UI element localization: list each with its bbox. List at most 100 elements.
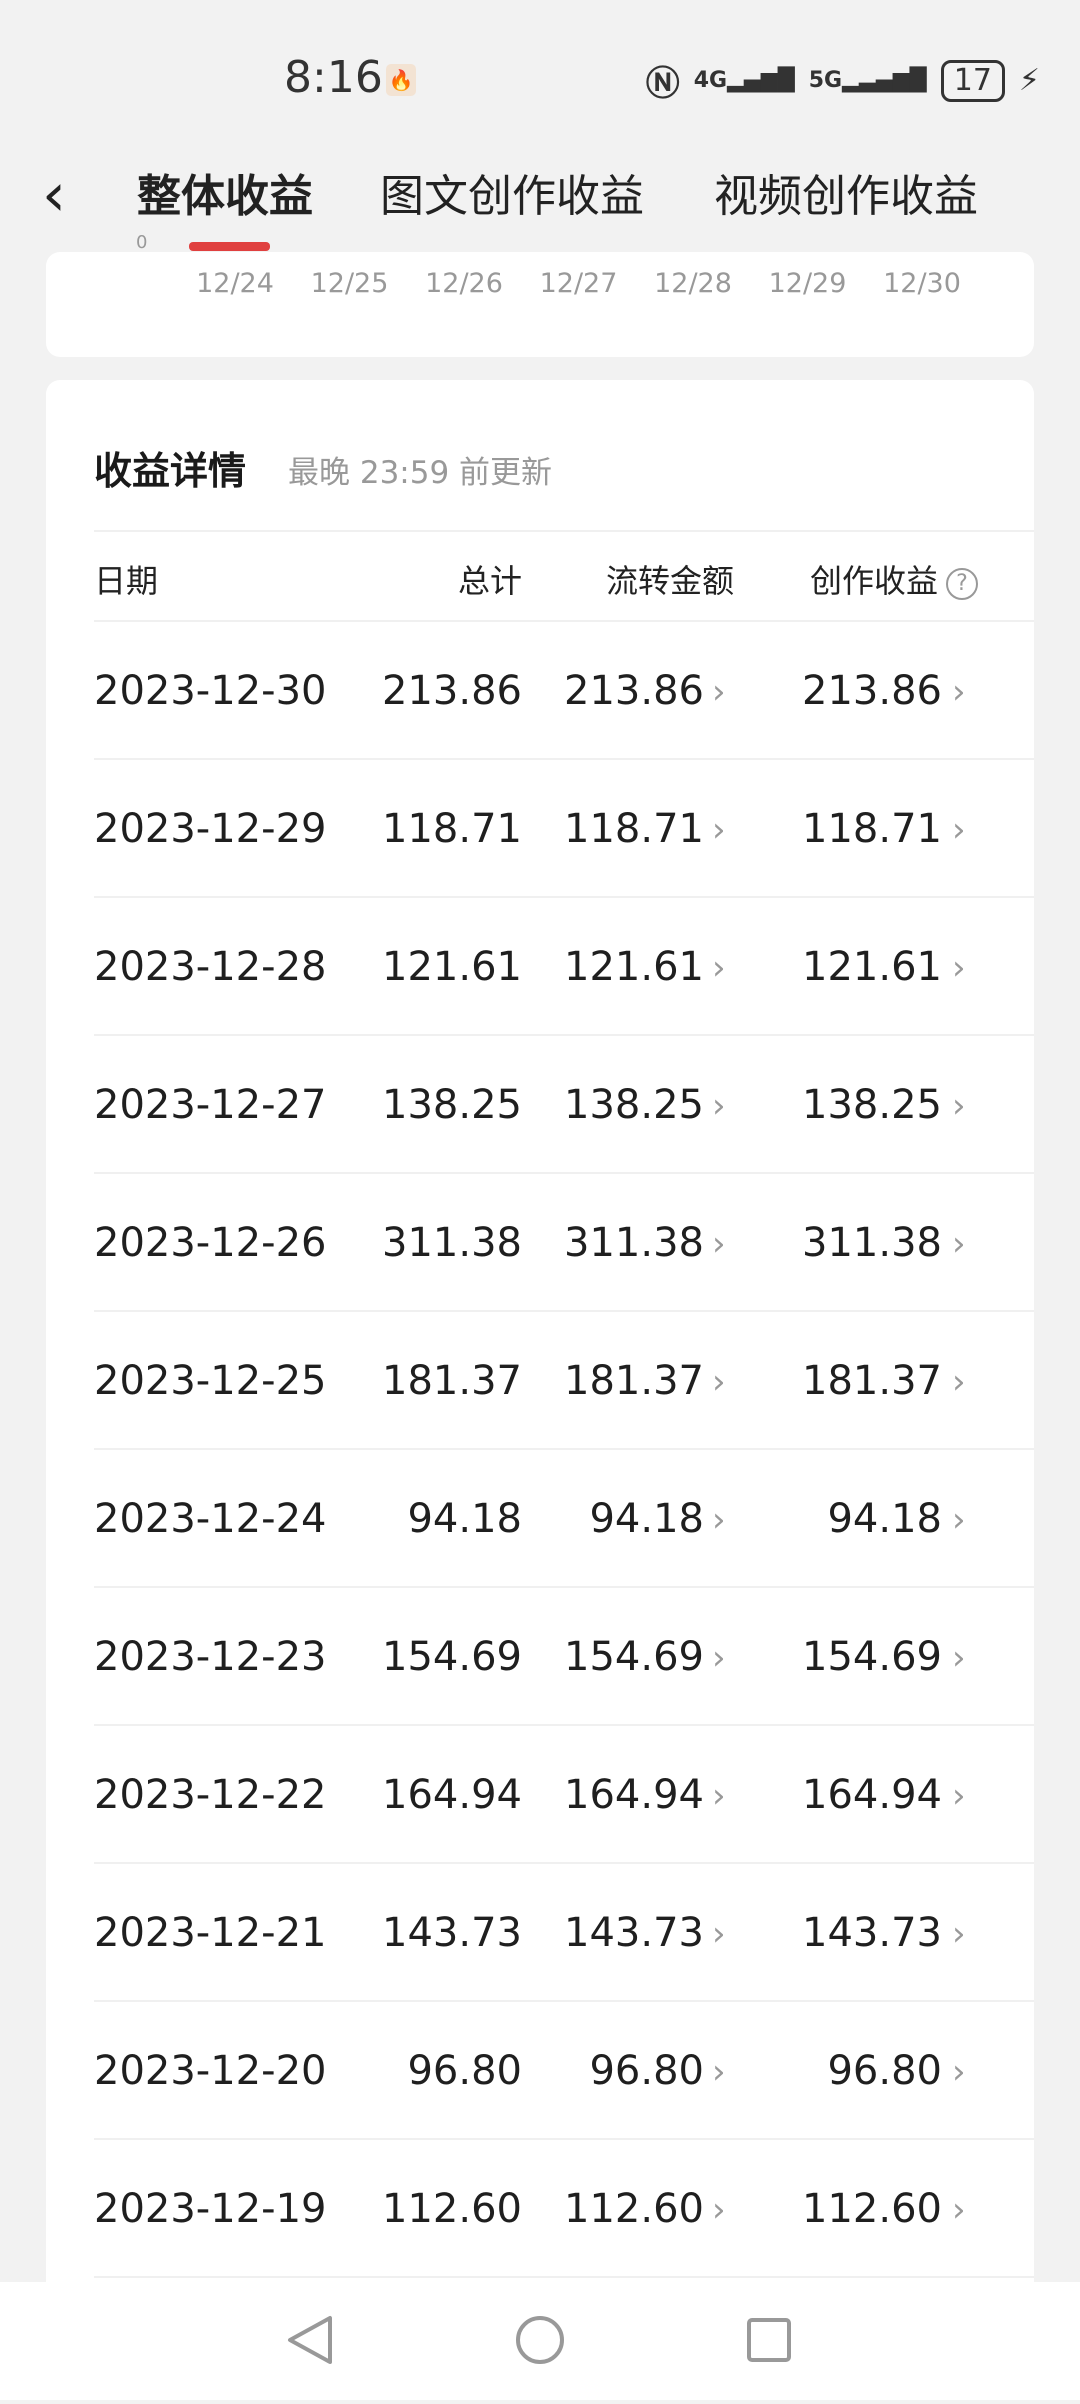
table-row[interactable]: 2023-12-23 154.69 154.69 › 154.69 › (0, 1588, 1080, 1726)
chevron-right-icon[interactable]: › (712, 672, 726, 712)
chevron-right-icon[interactable]: › (952, 2052, 966, 2092)
x-tick: 12/28 (654, 268, 732, 299)
row-creation[interactable]: 164.94 (802, 1772, 942, 1818)
x-tick: 12/25 (310, 268, 389, 299)
row-creation[interactable]: 138.25 (802, 1082, 942, 1128)
active-tab-indicator (189, 242, 270, 251)
x-tick: 12/26 (425, 268, 503, 299)
header-date: 日期 (94, 562, 159, 600)
tab-overall[interactable]: 整体收益 (137, 171, 313, 222)
table-row[interactable]: 2023-12-24 94.18 94.18 › 94.18 › (0, 1450, 1080, 1588)
row-creation[interactable]: 94.18 (827, 1496, 942, 1542)
table-row[interactable]: 2023-12-28 121.61 121.61 › 121.61 › (0, 898, 1080, 1036)
divider (94, 1310, 1034, 1312)
table-row[interactable]: 2023-12-27 138.25 138.25 › 138.25 › (0, 1036, 1080, 1174)
row-creation[interactable]: 143.73 (802, 1910, 942, 1956)
row-total: 96.80 (407, 2048, 522, 2094)
chevron-right-icon[interactable]: › (952, 1362, 966, 1402)
row-date: 2023-12-26 (94, 1220, 327, 1266)
row-flow[interactable]: 112.60 (564, 2186, 704, 2232)
nfc-icon: Ⓝ (645, 64, 680, 104)
row-creation[interactable]: 112.60 (802, 2186, 942, 2232)
battery-icon: 17 (940, 59, 1005, 102)
row-flow[interactable]: 96.80 (589, 2048, 704, 2094)
divider (94, 1862, 1034, 1864)
table-row[interactable]: 2023-12-26 311.38 311.38 › 311.38 › (0, 1174, 1080, 1312)
row-total: 181.37 (382, 1358, 522, 1404)
x-tick: 12/29 (768, 268, 847, 299)
header-flow: 流转金额 (605, 562, 734, 600)
table-row[interactable]: 2023-12-19 112.60 112.60 › 112.60 › (0, 2140, 1080, 2278)
chevron-right-icon[interactable]: › (712, 2052, 726, 2092)
row-creation[interactable]: 96.80 (827, 2048, 942, 2094)
chevron-right-icon[interactable]: › (712, 1638, 726, 1678)
row-flow[interactable]: 118.71 (564, 806, 704, 852)
table-row[interactable]: 2023-12-22 164.94 164.94 › 164.94 › (0, 1726, 1080, 1864)
row-flow[interactable]: 213.86 (564, 668, 704, 714)
chevron-right-icon[interactable]: › (712, 1500, 726, 1540)
charging-icon: ⚡ (1018, 63, 1040, 98)
row-total: 121.61 (382, 944, 522, 990)
table-row[interactable]: 2023-12-25 181.37 181.37 › 181.37 › (0, 1312, 1080, 1450)
row-date: 2023-12-23 (94, 1634, 327, 1680)
row-creation[interactable]: 311.38 (802, 1220, 942, 1266)
chevron-right-icon[interactable]: › (712, 1086, 726, 1126)
row-flow[interactable]: 94.18 (589, 1496, 704, 1542)
chevron-right-icon[interactable]: › (952, 1086, 966, 1126)
table-row[interactable]: 2023-12-29 118.71 118.71 › 118.71 › (0, 760, 1080, 898)
row-creation[interactable]: 213.86 (802, 668, 942, 714)
row-date: 2023-12-19 (94, 2186, 327, 2232)
row-total: 311.38 (382, 1220, 522, 1266)
chevron-right-icon[interactable]: › (712, 948, 726, 988)
chevron-right-icon[interactable]: › (712, 1362, 726, 1402)
row-flow[interactable]: 164.94 (564, 1772, 704, 1818)
nav-recents-icon[interactable] (747, 2318, 791, 2362)
tab-video[interactable]: 视频创作收益 (714, 171, 978, 222)
chevron-right-icon[interactable]: › (952, 672, 966, 712)
row-creation[interactable]: 121.61 (802, 944, 942, 990)
chevron-right-icon[interactable]: › (712, 2190, 726, 2230)
tab-image-text[interactable]: 图文创作收益 (380, 171, 644, 222)
flame-app-icon: 🔥 (386, 64, 416, 96)
chevron-right-icon[interactable]: › (952, 1224, 966, 1264)
chevron-right-icon[interactable]: › (952, 1776, 966, 1816)
chevron-right-icon[interactable]: › (952, 2190, 966, 2230)
details-card (46, 380, 1034, 2300)
chevron-right-icon[interactable]: › (712, 1224, 726, 1264)
help-icon[interactable]: ? (946, 568, 979, 600)
chevron-right-icon[interactable]: › (712, 1776, 726, 1816)
x-tick: 12/27 (539, 268, 618, 299)
row-flow[interactable]: 154.69 (564, 1634, 704, 1680)
chevron-right-icon[interactable]: › (952, 810, 966, 850)
status-icons: Ⓝ 4G▂▄▆█ 5G▂▃▄▆█ 17 ⚡ (646, 56, 1040, 105)
back-button[interactable]: ‹ (42, 160, 66, 230)
chevron-right-icon[interactable]: › (952, 1914, 966, 1954)
divider (94, 2000, 1034, 2002)
table-row[interactable]: 2023-12-21 143.73 143.73 › 143.73 › (0, 1864, 1080, 2002)
chevron-right-icon[interactable]: › (952, 1500, 966, 1540)
table-row[interactable]: 2023-12-30 213.86 213.86 › 213.86 › (0, 622, 1080, 760)
row-flow[interactable]: 143.73 (564, 1910, 704, 1956)
nav-home-icon[interactable] (516, 2316, 564, 2364)
row-creation[interactable]: 181.37 (802, 1358, 942, 1404)
navigation-bar (0, 2282, 1080, 2400)
chevron-right-icon[interactable]: › (712, 810, 726, 850)
divider (94, 2138, 1034, 2140)
details-title: 收益详情 (94, 449, 247, 493)
row-flow[interactable]: 121.61 (564, 944, 704, 990)
header-creation-label: 创作收益 (810, 562, 939, 600)
row-flow[interactable]: 311.38 (564, 1220, 704, 1266)
nav-back-icon[interactable] (288, 2316, 332, 2364)
row-flow[interactable]: 181.37 (564, 1358, 704, 1404)
row-creation[interactable]: 154.69 (802, 1634, 942, 1680)
row-date: 2023-12-27 (94, 1082, 327, 1128)
details-subtitle: 最晚 23:59 前更新 (288, 455, 553, 491)
row-creation[interactable]: 118.71 (802, 806, 942, 852)
network-label: 4G (693, 68, 728, 93)
chevron-right-icon[interactable]: › (952, 1638, 966, 1678)
chevron-right-icon[interactable]: › (952, 948, 966, 988)
table-row[interactable]: 2023-12-20 96.80 96.80 › 96.80 › (0, 2002, 1080, 2140)
row-flow[interactable]: 138.25 (564, 1082, 704, 1128)
chevron-right-icon[interactable]: › (712, 1914, 726, 1954)
y-tick: 0 (136, 232, 148, 253)
